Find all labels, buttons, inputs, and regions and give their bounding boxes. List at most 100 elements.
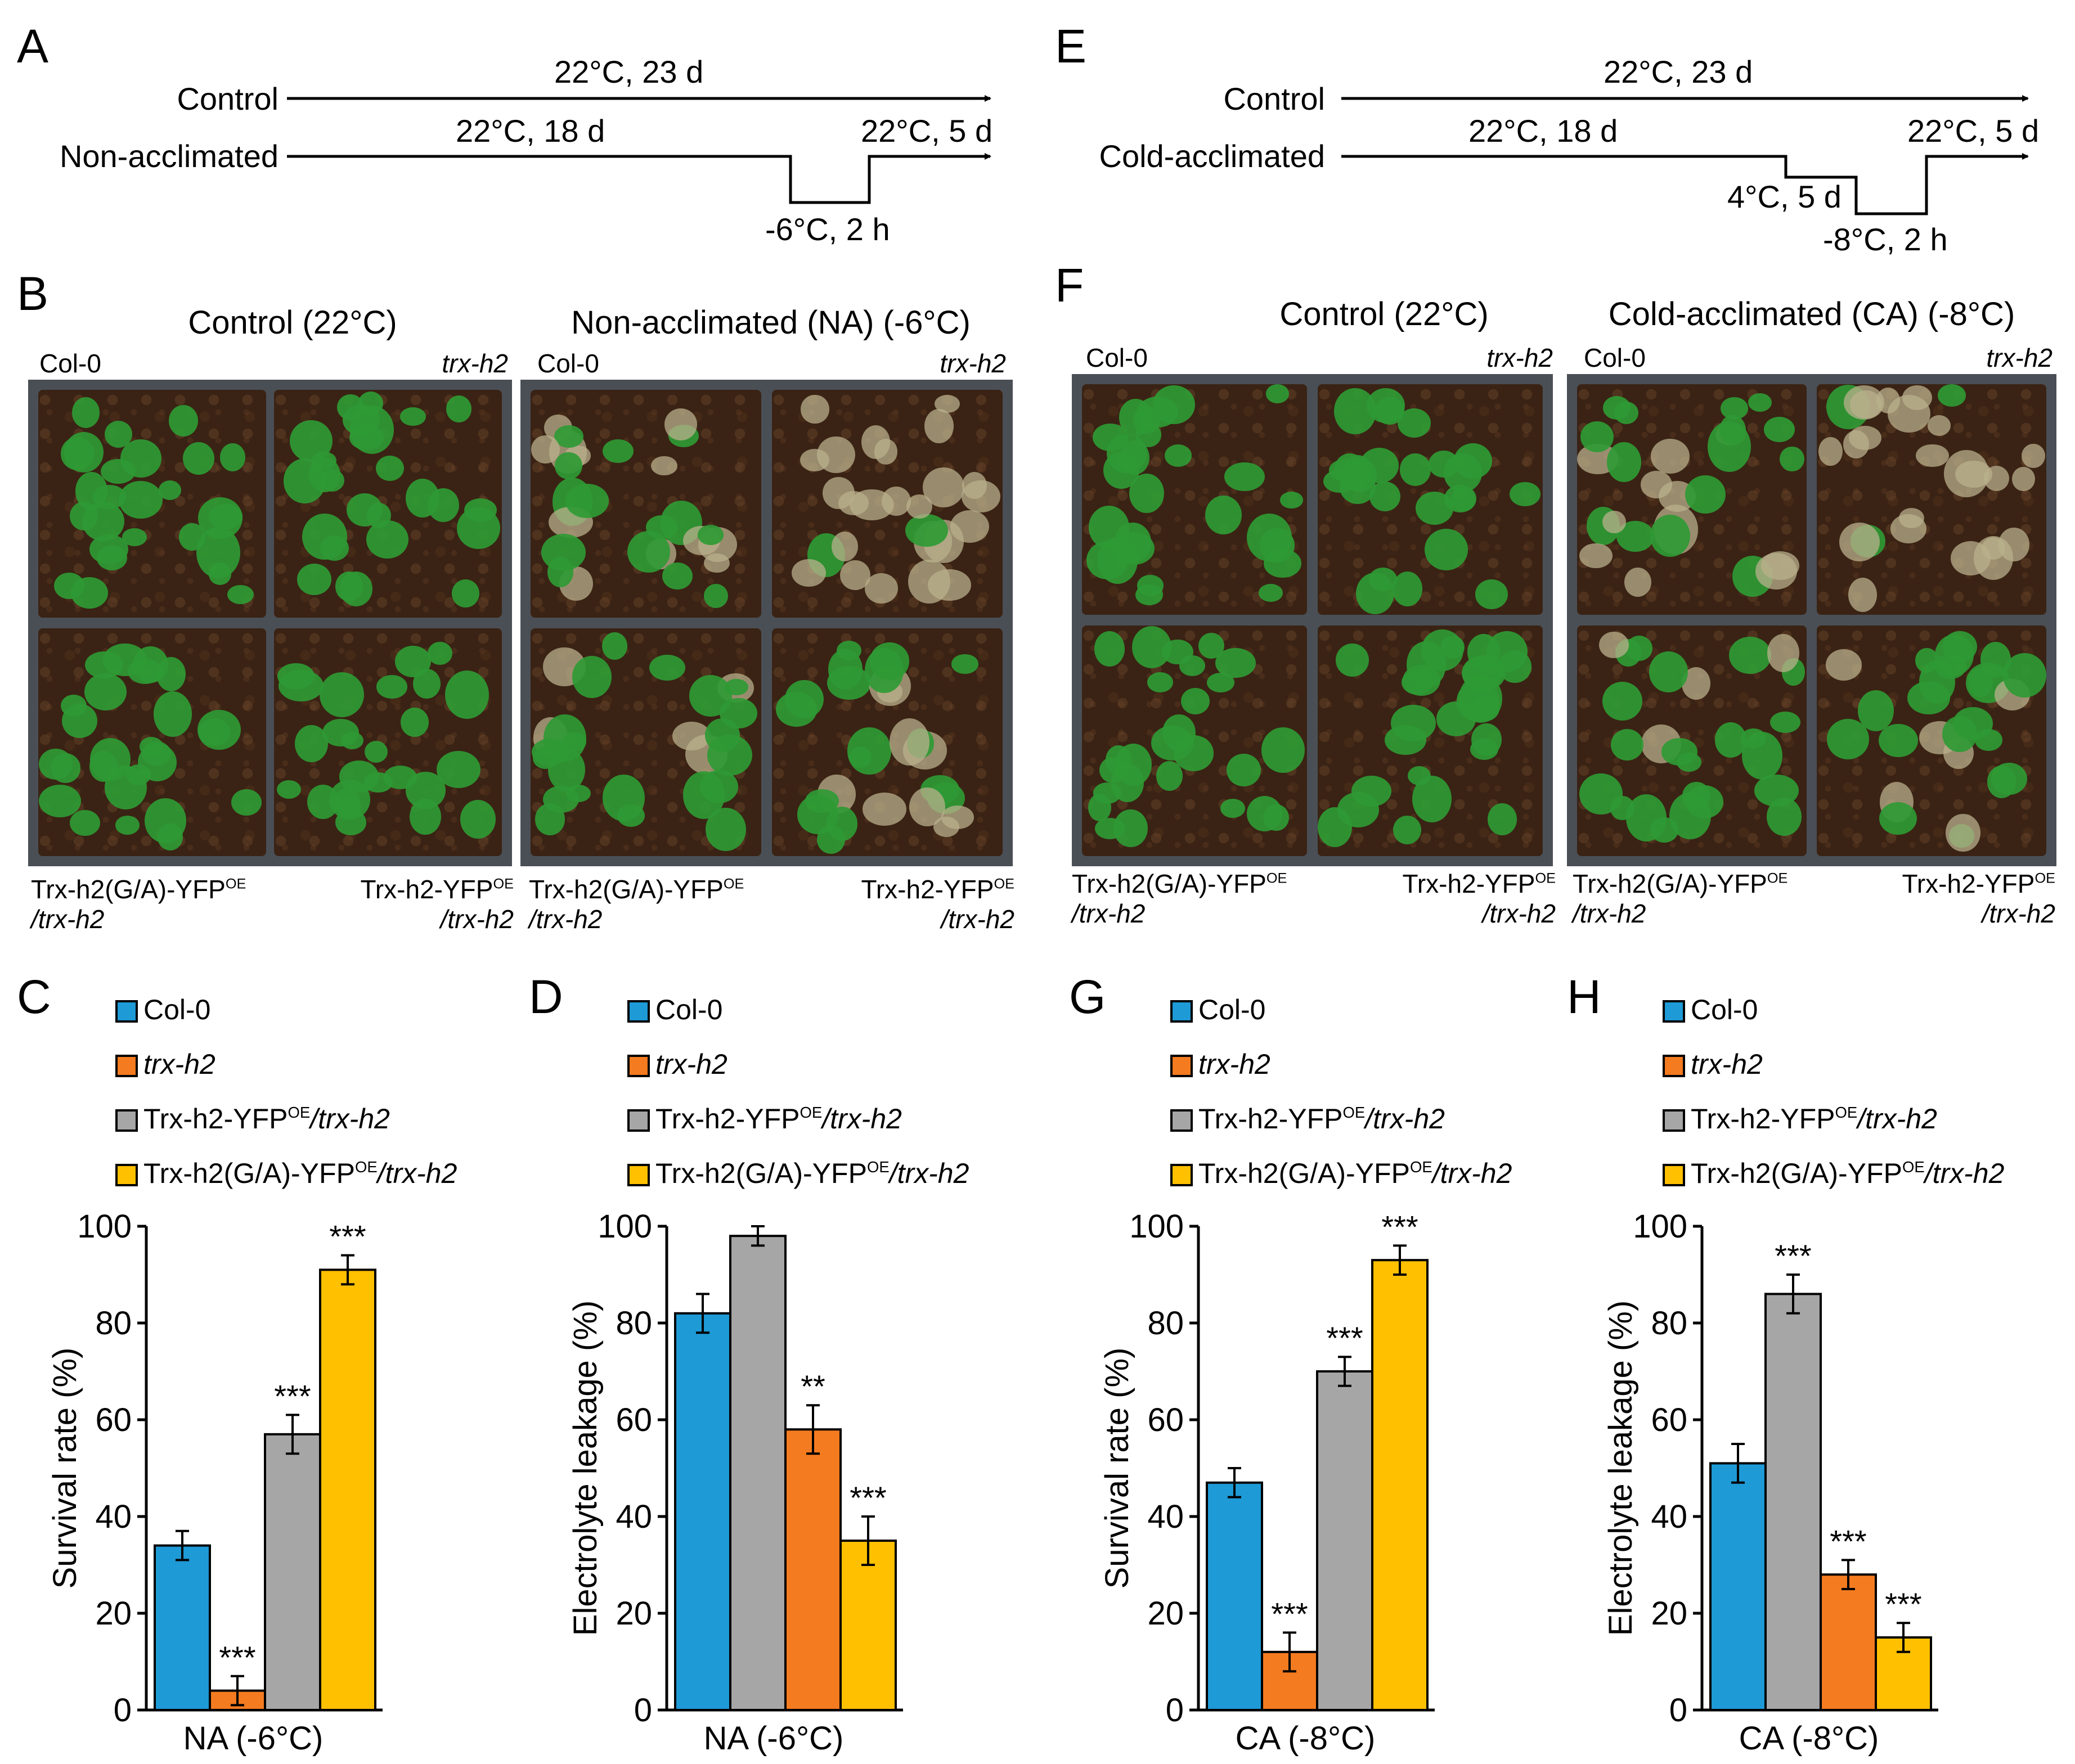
photo-b-na <box>520 380 1013 866</box>
plant-rosette <box>933 817 959 838</box>
plant-rosette <box>395 646 431 677</box>
chart-g-ytick-label: 40 <box>1147 1498 1184 1535</box>
plant-rosette <box>801 395 829 424</box>
chart-c-bar <box>319 1268 376 1711</box>
tray-b-control-trx <box>274 390 502 618</box>
b-left-col0: Col-0 <box>39 349 101 378</box>
plant-rosette <box>297 564 332 595</box>
legend-g-wt: Trx-h2-YFPOE/trx-h2 <box>1170 1105 1445 1133</box>
chart-d-ytick-label: 60 <box>616 1402 652 1438</box>
plant-rosette <box>1156 760 1183 791</box>
plant-rosette <box>367 502 391 529</box>
tray-b-control-col0 <box>38 390 266 618</box>
plant-rosette <box>401 707 429 737</box>
plant-rosette <box>924 408 954 443</box>
chart-c-ytick-label: 100 <box>77 1209 132 1245</box>
panel-label-c: C <box>17 970 51 1023</box>
f-left-wt-name: Trx-h2-YFP <box>1402 869 1535 898</box>
chart-h-bar <box>1820 1573 1877 1712</box>
chart-h-bar <box>1709 1462 1767 1711</box>
tray-b-na-col0 <box>531 390 761 618</box>
f-right-ga-bg: /trx-h2 <box>1573 898 1646 928</box>
plant-rosette <box>1498 650 1531 683</box>
plant-rosette <box>1980 642 2011 678</box>
plant-rosette <box>1220 798 1246 818</box>
chart-c-bar <box>264 1433 321 1711</box>
chart-c-significance: *** <box>219 1640 255 1675</box>
plant-rosette <box>1131 626 1172 668</box>
plant-rosette <box>1488 803 1517 835</box>
plant-rosette <box>1471 723 1502 757</box>
plant-rosette <box>289 420 333 462</box>
panel-label-h: H <box>1567 970 1601 1023</box>
chart-d-xlabel: NA (-6°C) <box>704 1720 844 1757</box>
chart-g-ytick-label: 0 <box>1166 1692 1184 1729</box>
f-right-ga-oe: OE <box>1767 870 1788 886</box>
plant-rosette <box>156 656 186 691</box>
plant-rosette <box>1998 528 2029 561</box>
plant-rosette <box>1334 388 1376 435</box>
plant-rosette <box>1393 815 1422 844</box>
f-left-ga-name: Trx-h2(G/A)-YFP <box>1072 869 1266 898</box>
plant-rosette <box>436 750 480 789</box>
plant-rosette <box>1761 551 1800 580</box>
plant-rosette <box>1113 809 1148 848</box>
plant-rosette <box>1827 719 1870 759</box>
chart-h-ytick-label: 20 <box>1651 1595 1687 1632</box>
plant-rosette <box>864 573 899 604</box>
plant-rosette <box>1336 643 1369 677</box>
plant-rosette <box>1579 543 1613 569</box>
plant-rosette <box>1878 724 1918 758</box>
plant-rosette <box>1093 782 1122 804</box>
b-left-wt-oe: OE <box>493 876 514 892</box>
plant-rosette <box>649 654 685 681</box>
chart-c-ytick-label: 40 <box>95 1498 132 1535</box>
legend-c-wt: Trx-h2-YFPOE/trx-h2 <box>115 1105 390 1133</box>
plant-rosette <box>1412 775 1452 823</box>
plant-rosette <box>64 431 104 473</box>
plant-rosette <box>61 694 87 717</box>
plant-rosette <box>383 765 417 790</box>
b-left-ga-bg: /trx-h2 <box>31 904 105 934</box>
chart-d-ytick-label: 80 <box>616 1305 652 1342</box>
plant-rosette <box>1598 631 1629 658</box>
plant-rosette <box>1879 802 1917 835</box>
timeline-e-ca-arrow <box>1341 153 2029 215</box>
legend-c-ga-swatch <box>115 1164 138 1186</box>
plant-rosette <box>1450 487 1476 511</box>
plant-rosette <box>1839 522 1880 561</box>
plant-rosette <box>1261 727 1305 773</box>
plant-rosette <box>1780 446 1804 472</box>
plant-rosette <box>950 510 990 543</box>
plant-rosette <box>119 481 163 519</box>
f-right-ga-name: Trx-h2(G/A)-YFP <box>1573 869 1767 898</box>
legend-h-wt-swatch <box>1663 1109 1685 1132</box>
plant-rosette <box>51 753 80 784</box>
panel-f-left-title: Control (22°C) <box>1279 296 1489 332</box>
chart-d-ylabel: Electrolyte leakage (%) <box>567 1300 604 1636</box>
legend-g-ga: Trx-h2(G/A)-YFPOE/trx-h2 <box>1170 1159 1512 1187</box>
plant-rosette <box>1580 421 1614 452</box>
b-right-trx: trx-h2 <box>940 349 1006 378</box>
legend-h-col0: Col-0 <box>1663 996 1758 1024</box>
plant-rosette <box>1115 744 1152 786</box>
legend-d-trx: trx-h2 <box>627 1050 727 1078</box>
plant-rosette <box>319 672 364 718</box>
plant-rosette <box>792 559 827 587</box>
panel-b-left-title: Control (22°C) <box>188 304 397 341</box>
plant-rosette <box>664 408 698 440</box>
plant-rosette <box>1719 415 1746 446</box>
legend-d-ga-swatch <box>627 1164 650 1186</box>
timeline-a-na-dip: -6°C, 2 h <box>765 212 890 247</box>
legend-d-col0-swatch <box>627 1000 650 1023</box>
plant-rosette <box>1400 453 1431 486</box>
plant-rosette <box>1510 482 1540 507</box>
f-left-wt-bg: /trx-h2 <box>1482 898 1556 928</box>
chart-d-bar <box>839 1540 897 1711</box>
plant-rosette <box>231 789 262 816</box>
plant-rosette <box>1279 491 1304 508</box>
plant-rosette <box>464 498 497 523</box>
plant-rosette <box>1103 452 1139 489</box>
timeline-e-ca-step2: -8°C, 2 h <box>1823 222 1948 257</box>
plant-rosette <box>1421 629 1464 671</box>
